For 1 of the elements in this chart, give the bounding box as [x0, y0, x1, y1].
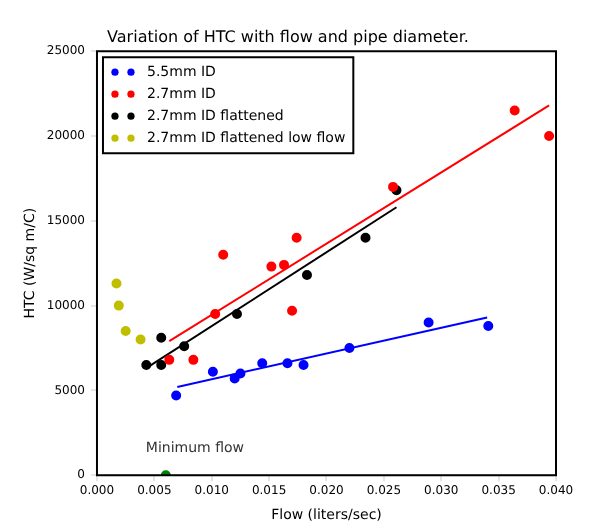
chart-title: Variation of HTC with flow and pipe diameter.	[107, 27, 469, 46]
